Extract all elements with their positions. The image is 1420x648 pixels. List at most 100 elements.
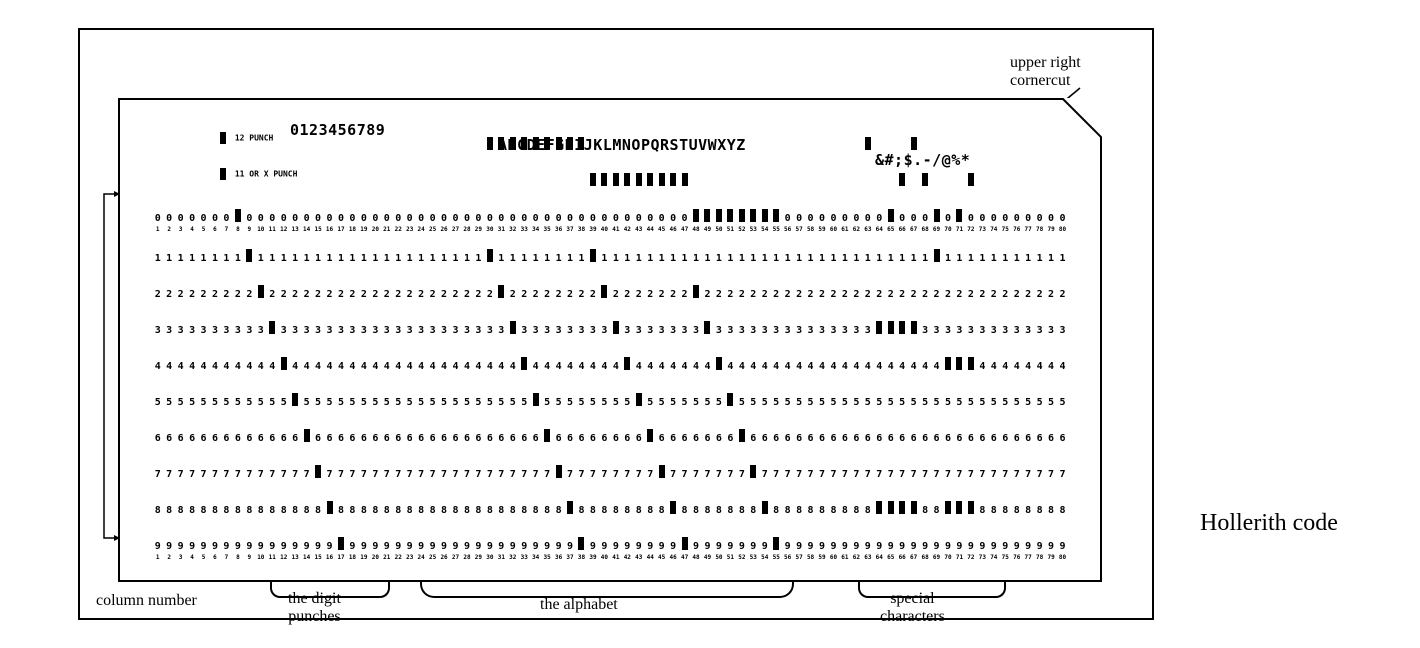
cell: 1	[404, 248, 415, 264]
cell: 0	[175, 208, 186, 224]
cell: 9	[965, 536, 976, 552]
cell: 8	[289, 500, 300, 516]
row-digit: 8	[304, 505, 310, 516]
cell	[358, 136, 369, 152]
punch-hole-icon	[876, 501, 882, 514]
cell: 6	[381, 428, 392, 444]
cell: 7	[1022, 464, 1033, 480]
row-digit: 2	[842, 289, 848, 300]
cell: 1	[496, 248, 507, 264]
cell	[610, 172, 621, 188]
row-digit: 0	[395, 213, 401, 224]
cell	[415, 136, 426, 152]
row-digit: 6	[475, 433, 481, 444]
colnum: 18	[347, 226, 358, 234]
punch-hole-icon	[601, 173, 607, 186]
row-digit: 8	[212, 505, 218, 516]
row-digit: 5	[876, 397, 882, 408]
cell: 7	[977, 464, 988, 480]
row-digit: 1	[773, 253, 779, 264]
row-digit: 0	[636, 213, 642, 224]
cell	[335, 536, 346, 552]
row-digit: 4	[338, 361, 344, 372]
row-digit: 4	[727, 361, 733, 372]
row-digit: 2	[327, 289, 333, 300]
punch-hole-icon	[956, 501, 962, 514]
row-digit: 2	[624, 289, 630, 300]
cell: 2	[335, 284, 346, 300]
cell: 9	[255, 536, 266, 552]
cell	[793, 172, 804, 188]
cell	[530, 172, 541, 188]
cell: 3	[244, 320, 255, 336]
cell	[713, 356, 724, 372]
cell: 0	[347, 208, 358, 224]
row-digit: 7	[166, 469, 172, 480]
cell	[851, 172, 862, 188]
cell: 7	[347, 464, 358, 480]
colnum: 78	[1034, 226, 1045, 234]
colnum: 16	[324, 554, 335, 562]
cell: 4	[198, 356, 209, 372]
row-digit: 4	[682, 361, 688, 372]
cell	[713, 208, 724, 224]
row-digit: 3	[361, 325, 367, 336]
cell: 2	[816, 284, 827, 300]
cell: 2	[324, 284, 335, 300]
cell: 6	[244, 428, 255, 444]
cell: 5	[324, 392, 335, 408]
cell: 5	[599, 392, 610, 408]
cell: 4	[186, 356, 197, 372]
row-digit: 9	[533, 541, 539, 552]
punch-hole-icon	[911, 321, 917, 334]
row-digit: 6	[441, 433, 447, 444]
cell: 6	[324, 428, 335, 444]
cell: 1	[885, 248, 896, 264]
colnum: 8	[232, 554, 243, 562]
cell: 3	[393, 320, 404, 336]
cell	[415, 172, 426, 188]
punch-hole-icon	[888, 209, 894, 222]
row-digit: 0	[899, 213, 905, 224]
colnum: 79	[1045, 226, 1056, 234]
row-digit: 3	[464, 325, 470, 336]
colnum: 3	[175, 226, 186, 234]
row-digit: 4	[911, 361, 917, 372]
row-digit: 5	[510, 397, 516, 408]
row-digit: 5	[808, 397, 814, 408]
cell: 5	[622, 392, 633, 408]
cell: 8	[725, 500, 736, 516]
cell: 2	[908, 284, 919, 300]
cell: 4	[370, 356, 381, 372]
cell: 2	[553, 284, 564, 300]
cell: 9	[690, 536, 701, 552]
row-digit: 3	[430, 325, 436, 336]
row-digit: 8	[796, 505, 802, 516]
row-digit: 7	[808, 469, 814, 480]
cell	[702, 208, 713, 224]
cell: 9	[667, 536, 678, 552]
row-digit: 3	[819, 325, 825, 336]
row-digit: 6	[178, 433, 184, 444]
cell	[622, 172, 633, 188]
row-digit: 8	[441, 505, 447, 516]
row-digit: 9	[452, 541, 458, 552]
cell: 1	[1057, 248, 1068, 264]
row-digit: 8	[510, 505, 516, 516]
cell	[954, 136, 965, 152]
colnum: 36	[553, 554, 564, 562]
row-digit: 7	[739, 469, 745, 480]
punch-hole-icon	[327, 501, 333, 514]
punch-hole-icon	[750, 209, 756, 222]
row-digit: 6	[716, 433, 722, 444]
colnum: 38	[576, 554, 587, 562]
cell: 1	[507, 248, 518, 264]
cell: 9	[461, 536, 472, 552]
cell: 6	[496, 428, 507, 444]
cell: 0	[633, 208, 644, 224]
row-digit: 4	[796, 361, 802, 372]
row-digit: 9	[945, 541, 951, 552]
row-digit: 4	[464, 361, 470, 372]
row-digit: 3	[349, 325, 355, 336]
cell: 7	[530, 464, 541, 480]
